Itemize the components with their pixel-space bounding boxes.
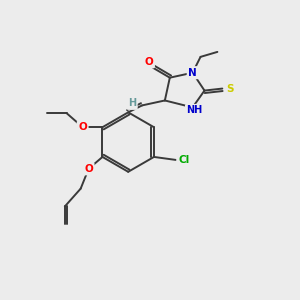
Text: Cl: Cl xyxy=(178,155,189,165)
Text: N: N xyxy=(188,68,197,78)
Text: O: O xyxy=(78,122,87,132)
Text: NH: NH xyxy=(187,105,203,116)
Text: O: O xyxy=(84,164,93,174)
Text: O: O xyxy=(145,57,153,67)
Text: S: S xyxy=(226,84,234,94)
Text: H: H xyxy=(128,98,136,108)
